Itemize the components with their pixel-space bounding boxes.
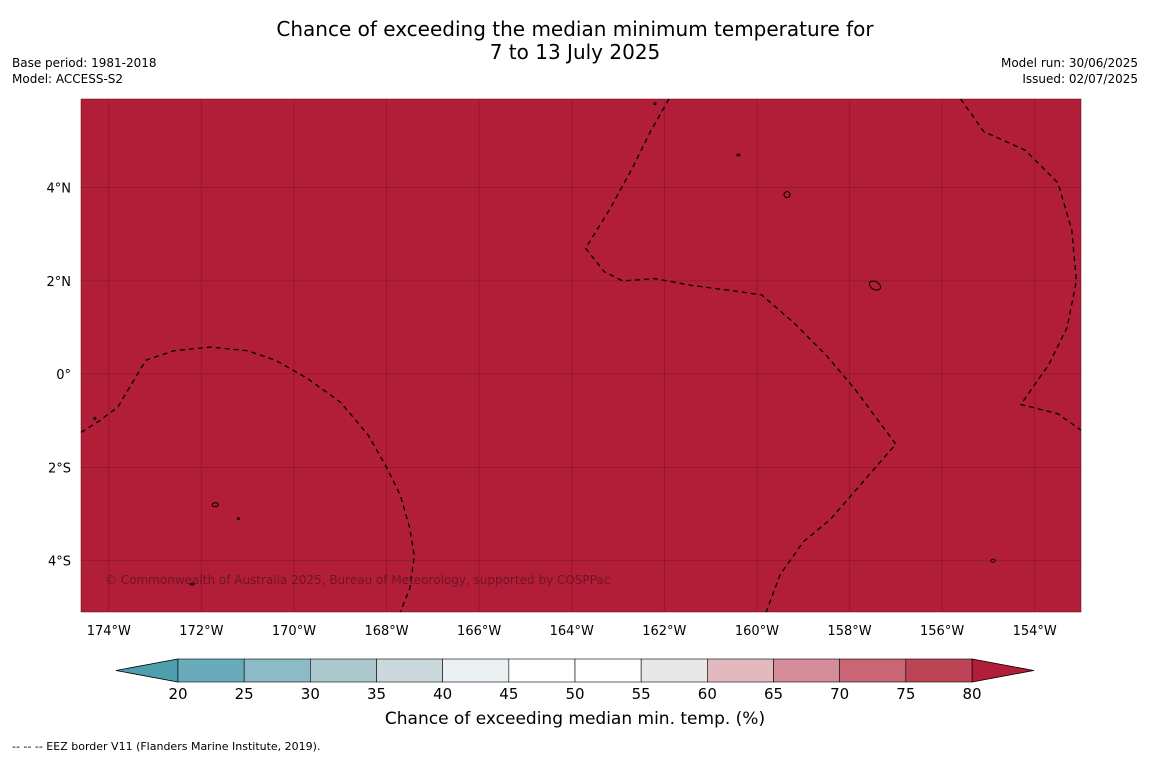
map-title: Chance of exceeding the median minimum t… [0, 18, 1150, 64]
model-run: Model run: 30/06/2025 [1000, 56, 1138, 70]
island-outline [93, 416, 97, 420]
title-line-2: 7 to 13 July 2025 [489, 40, 661, 64]
lon-tick-label: 162°W [642, 624, 686, 639]
model-name: Model: ACCESS-S2 [12, 72, 124, 86]
map-frame [80, 98, 1082, 613]
lon-tick-label: 170°W [272, 624, 316, 639]
meta-left: Base period: 1981-2018 Model: ACCESS-S2 [12, 55, 157, 87]
meta-right: Model run: 30/06/2025 Issued: 02/07/2025 [1001, 55, 1138, 87]
island-outline [653, 102, 657, 106]
island-outline [211, 502, 219, 508]
title-line-1: Chance of exceeding the median minimum t… [276, 17, 874, 41]
lat-tick-label: 4°N [47, 182, 72, 197]
lat-tick-label: 2°S [48, 461, 71, 476]
colorbar-tick-label: 60 [698, 685, 717, 703]
colorbar-tick-label: 25 [235, 685, 254, 703]
colorbar-label: Chance of exceeding median min. temp. (%… [384, 709, 766, 729]
island-outline [990, 558, 996, 563]
island-outline [736, 153, 741, 157]
lat-tick-label: 2°N [47, 275, 72, 290]
lon-tick-label: 168°W [364, 624, 408, 639]
colorbar-under-arrow [115, 658, 179, 683]
lon-tick-label: 166°W [457, 624, 501, 639]
colorbar-tick-label: 35 [367, 685, 386, 703]
colorbar-tick-label: 45 [499, 685, 518, 703]
colorbar-segment [707, 658, 774, 683]
lon-tick-label: 164°W [550, 624, 594, 639]
colorbar-segment [508, 658, 576, 683]
colorbar-over-arrow [971, 658, 1035, 683]
colorbar-segment [376, 658, 443, 683]
island-outline [189, 582, 195, 586]
colorbar-tick-label: 50 [565, 685, 584, 703]
copyright-notice: © Commonwealth of Australia 2025, Bureau… [105, 573, 610, 587]
colorbar-tick-label: 55 [632, 685, 651, 703]
colorbar-segment [310, 658, 377, 683]
map-fill [81, 99, 1081, 612]
colorbar-segment [442, 658, 510, 683]
lon-tick-label: 160°W [735, 624, 779, 639]
colorbar-tick-label: 30 [301, 685, 320, 703]
base-period: Base period: 1981-2018 [12, 56, 157, 70]
lat-tick-label: 4°S [48, 555, 71, 570]
colorbar-tick-label: 65 [764, 685, 783, 703]
colorbar-segment [177, 658, 245, 683]
lon-tick-label: 172°W [179, 624, 223, 639]
lat-tick-label: 0° [56, 368, 71, 383]
eez-border-line [80, 346, 415, 613]
lon-tick-label: 156°W [920, 624, 964, 639]
colorbar-segment [243, 658, 311, 683]
colorbar-tick-label: 40 [433, 685, 452, 703]
eez-border-line [584, 98, 897, 613]
colorbar-tick-label: 80 [962, 685, 981, 703]
footnote-eez: -- -- -- EEZ border V11 (Flanders Marine… [12, 740, 321, 753]
colorbar-segment [773, 658, 840, 683]
issued-date: Issued: 02/07/2025 [1022, 72, 1138, 86]
colorbar-tick-label: 20 [168, 685, 187, 703]
island-outline [868, 280, 882, 291]
island-outline [783, 191, 791, 199]
lon-tick-label: 154°W [1013, 624, 1057, 639]
island-outline [236, 517, 240, 521]
colorbar-segment [574, 658, 642, 683]
colorbar-tick-label: 70 [830, 685, 849, 703]
colorbar-segment [640, 658, 708, 683]
colorbar-tick-label: 75 [896, 685, 915, 703]
colorbar-segment [905, 658, 973, 683]
eez-border-line [960, 98, 1082, 431]
lon-tick-label: 174°W [87, 624, 131, 639]
lon-tick-label: 158°W [827, 624, 871, 639]
colorbar-segment [839, 658, 907, 683]
